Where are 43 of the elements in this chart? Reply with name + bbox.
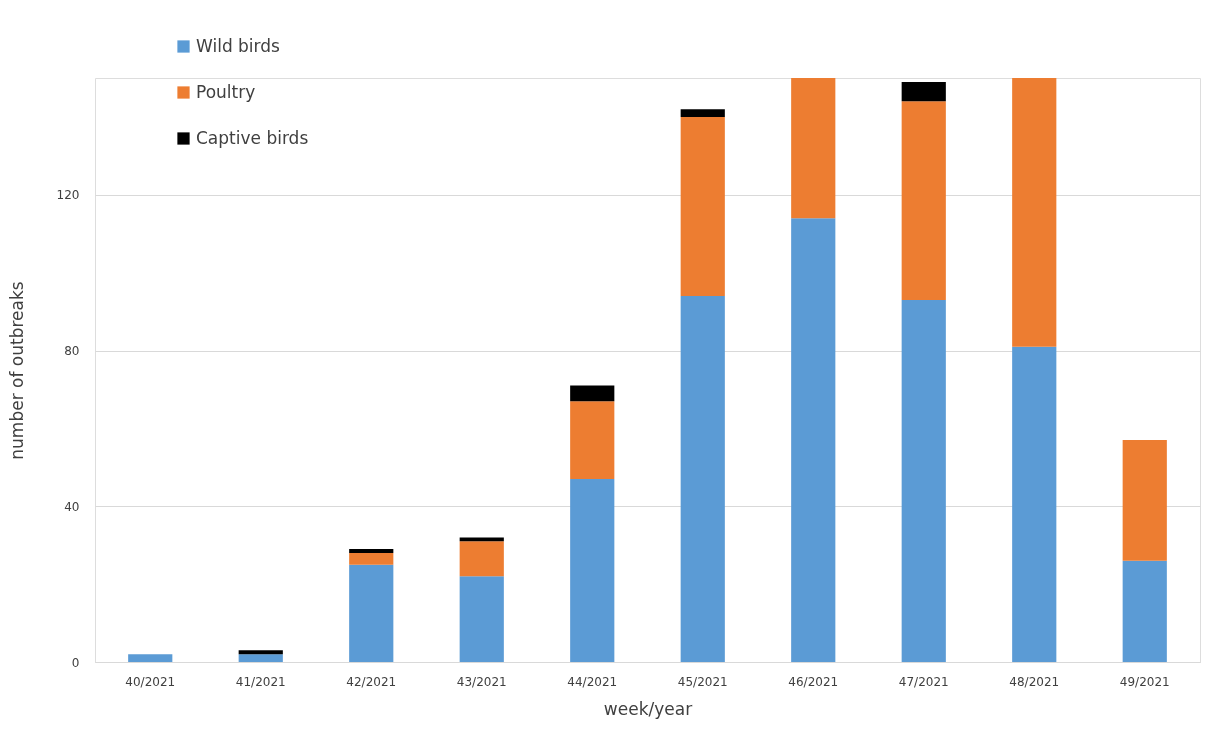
y-axis-title: number of outbreaks — [6, 281, 27, 460]
x-tick-label: 45/2021 — [677, 674, 728, 689]
y-tick-label: 40 — [64, 499, 80, 514]
x-tick-label: 42/2021 — [346, 674, 397, 689]
y-tick-label: 0 — [71, 655, 80, 670]
bar — [238, 650, 283, 655]
legend-label: Wild birds — [196, 35, 281, 56]
bar — [1012, 346, 1057, 662]
y-tick-label: 120 — [56, 188, 80, 203]
bar — [791, 218, 836, 662]
bar — [901, 101, 946, 300]
bar — [680, 116, 725, 297]
bar — [349, 549, 394, 553]
bar — [901, 81, 946, 102]
x-tick-label: 44/2021 — [567, 674, 618, 689]
bar — [570, 401, 615, 480]
legend-label: Captive birds — [196, 127, 309, 148]
bar — [459, 537, 504, 542]
bar — [570, 385, 615, 402]
x-tick-label: 48/2021 — [1009, 674, 1060, 689]
bar — [459, 541, 504, 577]
x-axis-title: week/year — [603, 698, 693, 719]
x-tick-label: 47/2021 — [898, 674, 949, 689]
x-tick-label: 43/2021 — [456, 674, 507, 689]
x-tick-label: 49/2021 — [1119, 674, 1170, 689]
bar — [680, 109, 725, 117]
legend-label: Poultry — [196, 81, 256, 102]
x-tick-label: 41/2021 — [235, 674, 286, 689]
bar — [128, 654, 173, 662]
bar — [901, 299, 946, 662]
x-tick-label: 46/2021 — [788, 674, 839, 689]
bar — [238, 654, 283, 662]
bar — [349, 564, 394, 662]
bar — [570, 479, 615, 662]
bar — [349, 552, 394, 565]
bar — [1122, 560, 1167, 662]
bar — [680, 296, 725, 662]
bar — [459, 576, 504, 662]
x-tick-label: 40/2021 — [125, 674, 176, 689]
bar — [1122, 440, 1167, 561]
bar — [791, 78, 836, 219]
bar — [1012, 78, 1057, 347]
y-tick-label: 80 — [64, 344, 80, 359]
